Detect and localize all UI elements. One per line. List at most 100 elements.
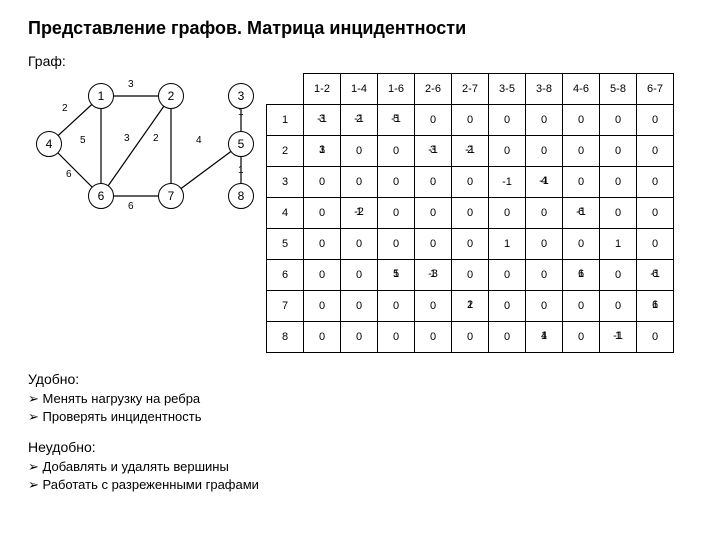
edge-weight: 6 <box>66 169 72 180</box>
matrix-cell: 0 <box>341 291 378 322</box>
matrix-cell: 0 <box>489 198 526 229</box>
matrix-cell: 0 <box>415 105 452 136</box>
incidence-matrix: 1-21-41-62-62-73-53-84-65-86-71-13-12-15… <box>266 73 674 353</box>
graph-node: 5 <box>228 131 254 157</box>
bullet-inconv-0: Добавлять и удалять вершины <box>28 459 278 475</box>
graph-node: 2 <box>158 83 184 109</box>
matrix-cell: 13 <box>304 136 341 167</box>
matrix-cell: 0 <box>341 322 378 353</box>
matrix-cell: 0 <box>415 229 452 260</box>
matrix-cell: 0 <box>415 291 452 322</box>
matrix-cell: 0 <box>378 198 415 229</box>
matrix-cell: 16 <box>563 260 600 291</box>
matrix-cell: 0 <box>600 291 637 322</box>
graph-label: Граф: <box>28 53 692 69</box>
matrix-cell: 0 <box>600 167 637 198</box>
matrix-cell: 0 <box>600 198 637 229</box>
row-header: 8 <box>267 322 304 353</box>
matrix-cell: -15 <box>378 105 415 136</box>
matrix-cell: 0 <box>415 322 452 353</box>
matrix-cell: 14 <box>526 322 563 353</box>
col-header: 4-6 <box>563 74 600 105</box>
matrix-cell: 0 <box>563 291 600 322</box>
matrix-cell: 0 <box>341 167 378 198</box>
matrix-cell: -13 <box>304 105 341 136</box>
matrix-cell: 0 <box>489 136 526 167</box>
matrix-cell: 0 <box>637 198 674 229</box>
row-header: 6 <box>267 260 304 291</box>
matrix-cell: 0 <box>304 167 341 198</box>
matrix-cell: 0 <box>489 260 526 291</box>
matrix-cell: 0 <box>563 229 600 260</box>
convenient-label: Удобно: <box>28 371 278 387</box>
graph-node: 7 <box>158 183 184 209</box>
edge-weight: 3 <box>128 79 134 90</box>
matrix-cell: 0 <box>600 136 637 167</box>
matrix-cell: 0 <box>452 105 489 136</box>
graph-node: 8 <box>228 183 254 209</box>
bullet-conv-1: Проверять инцидентность <box>28 409 278 425</box>
matrix-cell: 0 <box>563 322 600 353</box>
edge-weight: 5 <box>80 135 86 146</box>
matrix-cell: 1 <box>489 229 526 260</box>
matrix-cell: 0 <box>452 198 489 229</box>
matrix-cell: -11 <box>600 322 637 353</box>
matrix-cell: 0 <box>637 322 674 353</box>
edge-weight: 3 <box>124 133 130 144</box>
matrix-cell: 0 <box>415 198 452 229</box>
matrix-cell: 0 <box>526 136 563 167</box>
matrix-cell: 0 <box>637 136 674 167</box>
matrix-cell: 0 <box>304 198 341 229</box>
edge-weight: 6 <box>128 201 134 212</box>
matrix-cell: -1 <box>489 167 526 198</box>
matrix-cell: 1 <box>600 229 637 260</box>
matrix-cell: 1-3 <box>415 260 452 291</box>
matrix-cell: 0 <box>600 105 637 136</box>
row-header: 7 <box>267 291 304 322</box>
row-header: 2 <box>267 136 304 167</box>
matrix-cell: 0 <box>489 105 526 136</box>
matrix-cell: -14 <box>526 167 563 198</box>
matrix-cell: 0 <box>341 260 378 291</box>
matrix-cell: 1-2 <box>341 198 378 229</box>
col-header: 1-4 <box>341 74 378 105</box>
matrix-cell: 0 <box>489 322 526 353</box>
matrix-cell: -16 <box>563 198 600 229</box>
matrix-cell: -12 <box>341 105 378 136</box>
matrix-cell: 0 <box>452 229 489 260</box>
matrix-cell: 0 <box>304 322 341 353</box>
matrix-cell: 0 <box>489 291 526 322</box>
matrix-wrap: 1-21-41-62-62-73-53-84-65-86-71-13-12-15… <box>266 73 674 353</box>
edge-weight: 1 <box>238 165 244 176</box>
matrix-cell: 0 <box>341 136 378 167</box>
edge-weight: 2 <box>153 133 159 144</box>
edge-weight: 2 <box>62 103 68 114</box>
matrix-cell: 0 <box>526 198 563 229</box>
inconvenient-label: Неудобно: <box>28 439 278 455</box>
row-header: 3 <box>267 167 304 198</box>
matrix-cell: 16 <box>637 291 674 322</box>
matrix-cell: 12 <box>452 291 489 322</box>
matrix-cell: 0 <box>563 136 600 167</box>
matrix-cell: 0 <box>415 167 452 198</box>
matrix-cell: -12 <box>452 136 489 167</box>
matrix-cell: 0 <box>563 105 600 136</box>
col-header: 2-6 <box>415 74 452 105</box>
matrix-cell: 0 <box>452 167 489 198</box>
col-header: 6-7 <box>637 74 674 105</box>
matrix-cell: 0 <box>600 260 637 291</box>
notes: Удобно: Менять нагрузку на ребра Проверя… <box>28 371 278 493</box>
matrix-cell: 0 <box>637 167 674 198</box>
graph-node: 6 <box>88 183 114 209</box>
bullet-conv-0: Менять нагрузку на ребра <box>28 391 278 407</box>
matrix-cell: 0 <box>526 260 563 291</box>
matrix-cell: -16 <box>637 260 674 291</box>
matrix-cell: 0 <box>378 322 415 353</box>
matrix-cell: 0 <box>563 167 600 198</box>
matrix-cell: 0 <box>378 291 415 322</box>
matrix-cell: 0 <box>526 105 563 136</box>
matrix-cell: 0 <box>378 229 415 260</box>
matrix-cell: 0 <box>526 229 563 260</box>
col-header: 2-7 <box>452 74 489 105</box>
matrix-cell: 0 <box>341 229 378 260</box>
